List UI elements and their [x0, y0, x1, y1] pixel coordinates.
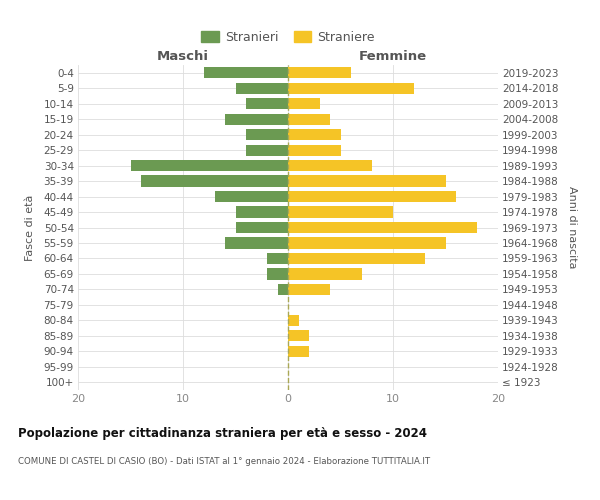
Bar	[288, 176, 445, 186]
Bar	[288, 206, 393, 218]
Bar	[267, 253, 288, 264]
Bar	[288, 160, 372, 171]
Bar	[246, 98, 288, 110]
Bar	[288, 114, 330, 124]
Text: Popolazione per cittadinanza straniera per età e sesso - 2024: Popolazione per cittadinanza straniera p…	[18, 428, 427, 440]
Bar	[288, 67, 351, 78]
Bar	[130, 160, 288, 171]
Bar	[288, 191, 456, 202]
Bar	[141, 176, 288, 186]
Bar	[246, 144, 288, 156]
Text: Maschi: Maschi	[157, 50, 209, 62]
Bar	[288, 238, 445, 248]
Bar	[215, 191, 288, 202]
Bar	[235, 82, 288, 94]
Bar	[288, 346, 309, 357]
Bar	[246, 129, 288, 140]
Bar	[288, 129, 341, 140]
Text: COMUNE DI CASTEL DI CASIO (BO) - Dati ISTAT al 1° gennaio 2024 - Elaborazione TU: COMUNE DI CASTEL DI CASIO (BO) - Dati IS…	[18, 458, 430, 466]
Bar	[288, 315, 299, 326]
Bar	[288, 98, 320, 110]
Bar	[225, 238, 288, 248]
Bar	[235, 222, 288, 233]
Text: Femmine: Femmine	[359, 50, 427, 62]
Bar	[288, 268, 361, 280]
Bar	[288, 82, 414, 94]
Bar	[204, 67, 288, 78]
Bar	[225, 114, 288, 124]
Bar	[267, 268, 288, 280]
Legend: Stranieri, Straniere: Stranieri, Straniere	[196, 26, 380, 49]
Bar	[235, 206, 288, 218]
Bar	[288, 330, 309, 342]
Bar	[288, 144, 341, 156]
Bar	[288, 222, 477, 233]
Bar	[288, 253, 425, 264]
Bar	[288, 284, 330, 295]
Y-axis label: Fasce di età: Fasce di età	[25, 194, 35, 260]
Y-axis label: Anni di nascita: Anni di nascita	[567, 186, 577, 269]
Bar	[277, 284, 288, 295]
